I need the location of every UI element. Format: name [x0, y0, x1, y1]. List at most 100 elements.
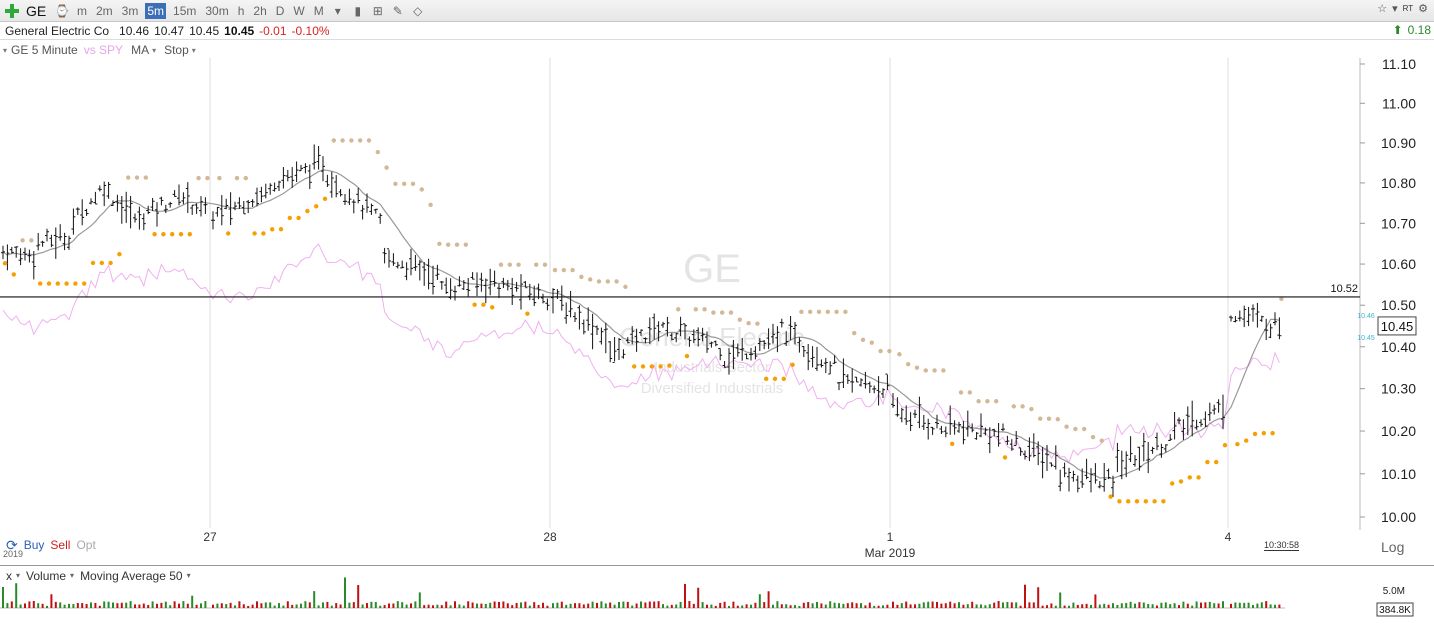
volume-bar — [524, 601, 527, 608]
bars-icon[interactable]: ▮ — [354, 3, 362, 18]
volume-bar — [631, 605, 634, 608]
ohlc-bar — [343, 193, 347, 205]
volume-bar — [824, 604, 827, 608]
ohlc-bar — [744, 353, 749, 360]
volume-bar — [458, 604, 461, 608]
ohlc-bar — [939, 425, 944, 435]
ohlc-bar — [885, 373, 890, 391]
period-5m[interactable]: 5m — [145, 2, 167, 19]
volume-bar — [838, 603, 840, 608]
volume-bar — [418, 592, 421, 608]
volume-bar — [445, 601, 448, 608]
ma-panel-caret-icon[interactable]: ▾ — [70, 571, 75, 580]
volume-caret-icon[interactable]: ▾ — [16, 571, 21, 580]
volume-bar — [156, 603, 158, 608]
stop-dot-above — [958, 390, 964, 395]
eraser-icon[interactable]: ◇ — [413, 3, 423, 18]
symbol-input[interactable]: GE — [26, 2, 47, 19]
x-label-1: 1 — [886, 530, 894, 544]
period-2m[interactable]: 2m — [96, 3, 113, 18]
volume-bar — [900, 603, 903, 608]
sell-button[interactable]: Sell — [50, 538, 71, 552]
volume-bar — [993, 602, 996, 608]
volume-bar — [710, 604, 713, 608]
stop-dot-above — [702, 307, 707, 312]
volume-label[interactable]: Volume — [26, 568, 67, 583]
period-W[interactable]: W — [293, 3, 305, 18]
ohlc-bar — [470, 272, 475, 280]
ohlc-bar — [621, 349, 626, 359]
star-icon[interactable]: ☆ — [1377, 3, 1388, 15]
ohlc-bar — [461, 280, 466, 290]
ohlc-bar — [1264, 318, 1269, 341]
volume-bar — [962, 604, 965, 608]
volume-ma-caret-icon[interactable]: ▾ — [186, 571, 191, 580]
ohlc-bar — [141, 213, 146, 231]
legend-stop[interactable]: Stop — [164, 43, 189, 57]
legend-ma[interactable]: MA — [131, 43, 150, 57]
volume-header: x ▾ Volume ▾ Moving Average 50 ▾ — [0, 565, 1434, 585]
settings-icon[interactable]: ⚙ — [1418, 3, 1428, 15]
sync-icon[interactable]: ⟳ — [6, 536, 18, 553]
volume-bar — [706, 604, 708, 608]
ma-caret-icon[interactable]: ▾ — [152, 45, 157, 55]
ohlc-bar — [943, 426, 948, 438]
volume-bar — [120, 602, 123, 608]
chart-type-icon[interactable]: ▾ — [334, 3, 341, 18]
volume-bar — [666, 605, 669, 608]
stop-dot-above — [419, 187, 424, 192]
ohlc-bar — [263, 183, 268, 199]
stop-dot-below — [170, 232, 175, 237]
add-symbol-icon[interactable] — [4, 3, 20, 19]
ohlc-bar — [731, 339, 736, 370]
ohlc-bar — [177, 184, 181, 206]
volume-bar — [361, 604, 364, 608]
ohlc-bar — [9, 246, 14, 254]
pencil-icon[interactable]: ✎ — [392, 3, 403, 18]
stop-dot-above — [923, 368, 928, 373]
period-m[interactable]: m — [77, 3, 87, 18]
period-D[interactable]: D — [275, 3, 285, 18]
ohlc-bar — [422, 262, 427, 286]
close-panel-button[interactable]: x — [6, 568, 12, 583]
snapshot-icon[interactable]: ▾ — [1392, 3, 1398, 15]
ohlc-bar — [590, 313, 595, 350]
log-scale-toggle[interactable]: Log — [1381, 539, 1405, 555]
ohlc-bar — [948, 405, 953, 435]
x-label-4: 4 — [1224, 530, 1232, 544]
legend-symbol[interactable]: GE 5 Minute — [11, 43, 78, 57]
legend-compare[interactable]: vs SPY — [83, 43, 124, 57]
legend-caret-icon[interactable]: ▾ — [3, 45, 8, 55]
ohlc-bar — [771, 323, 775, 344]
timeframe-icon[interactable]: ⌚ — [54, 3, 70, 18]
period-30m[interactable]: 30m — [205, 3, 229, 18]
ohlc-bar — [573, 312, 577, 322]
ohlc-bar — [80, 199, 85, 226]
stop-caret-icon[interactable]: ▾ — [191, 45, 196, 55]
period-M[interactable]: M — [313, 3, 324, 18]
volume-bar — [958, 602, 960, 608]
volume-bar — [546, 605, 549, 608]
moving-average-line — [2, 169, 1280, 480]
volume-bar — [1125, 602, 1128, 608]
buy-button[interactable]: Buy — [23, 538, 45, 552]
toolbar-right: ☆ ▾ RT ⚙ — [1377, 2, 1428, 15]
volume-bar — [1085, 603, 1088, 608]
period-h[interactable]: h — [237, 3, 245, 18]
period-3m[interactable]: 3m — [121, 3, 139, 18]
grid-icon[interactable]: ⊞ — [372, 3, 383, 18]
period-15m[interactable]: 15m — [173, 3, 197, 18]
ohlc-bar — [1141, 432, 1146, 462]
volume-ma-label[interactable]: Moving Average 50 — [80, 568, 183, 583]
ohlc-bar — [1128, 436, 1133, 462]
stop-dot-below — [2, 261, 8, 266]
opt-button[interactable]: Opt — [76, 538, 96, 552]
ohlc-bar — [36, 232, 41, 251]
ohlc-bar — [14, 246, 19, 258]
stop-dot-above — [534, 262, 539, 267]
period-2h[interactable]: 2h — [253, 3, 267, 18]
ohlc-bar — [199, 196, 203, 217]
volume-bar — [723, 601, 726, 608]
stop-dot-above — [516, 262, 521, 267]
